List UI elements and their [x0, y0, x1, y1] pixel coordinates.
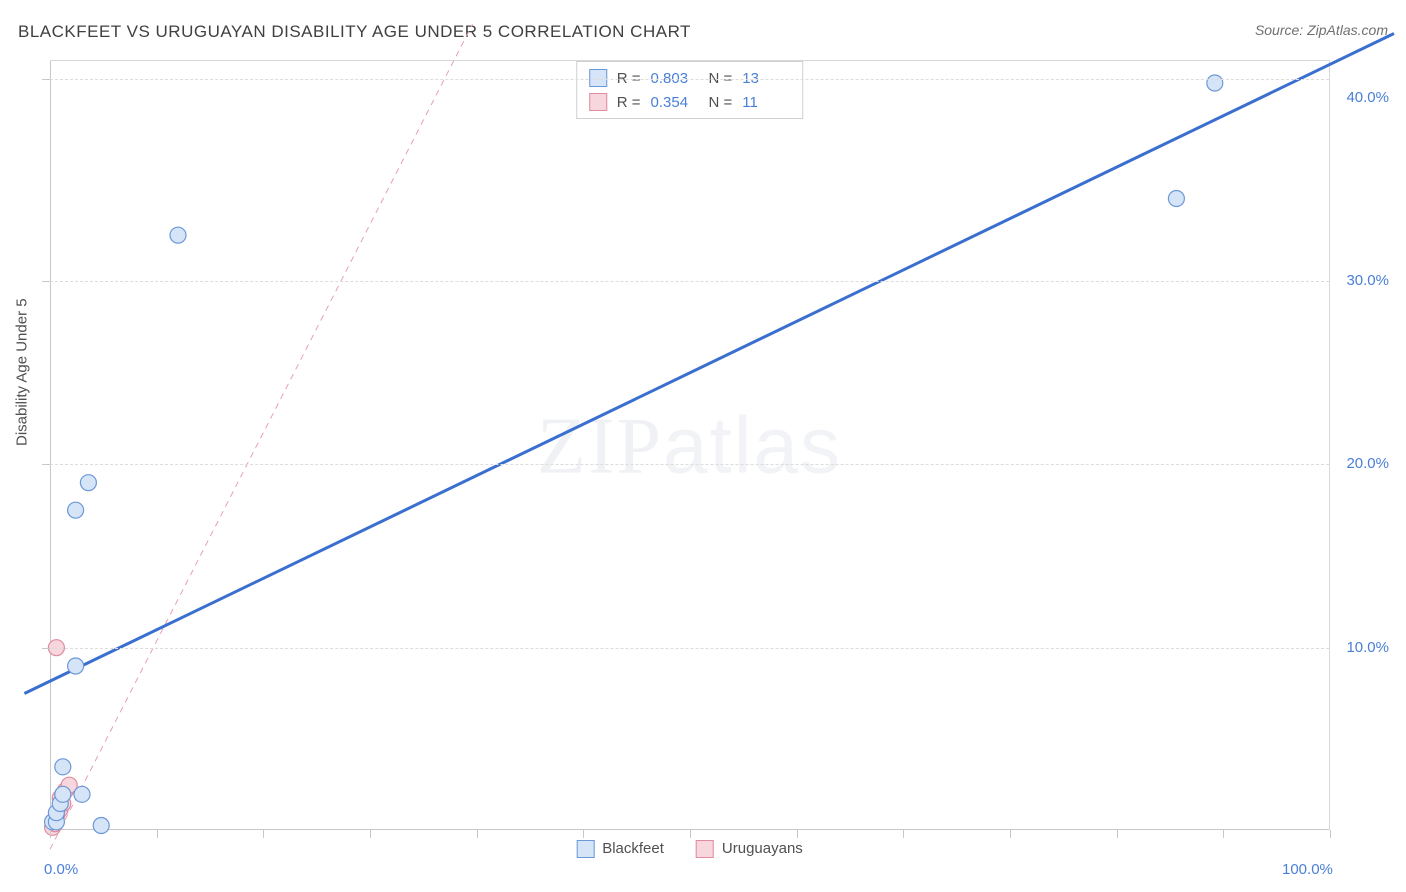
trend-line — [24, 34, 1394, 694]
source-attribution: Source: ZipAtlas.com — [1255, 22, 1388, 38]
data-point[interactable] — [170, 227, 186, 243]
page-title: BLACKFEET VS URUGUAYAN DISABILITY AGE UN… — [18, 22, 691, 42]
data-point[interactable] — [93, 818, 109, 834]
data-point[interactable] — [55, 786, 71, 802]
x-tick-label: 100.0% — [1282, 861, 1333, 878]
x-tick — [903, 830, 904, 838]
y-tick-label: 10.0% — [1346, 639, 1389, 656]
x-tick — [690, 830, 691, 838]
data-point[interactable] — [55, 759, 71, 775]
legend-n-value: 11 — [742, 94, 790, 111]
x-tick — [370, 830, 371, 838]
y-tick — [42, 79, 50, 80]
y-axis-title: Disability Age Under 5 — [14, 298, 31, 446]
correlation-legend: R = 0.803 N = 13 R = 0.354 N = 11 — [576, 61, 804, 119]
data-point[interactable] — [68, 658, 84, 674]
y-tick — [42, 464, 50, 465]
series-legend: Blackfeet Uruguayans — [576, 840, 803, 858]
legend-row: R = 0.354 N = 11 — [589, 90, 791, 114]
data-point[interactable] — [1168, 191, 1184, 207]
x-tick — [157, 830, 158, 838]
chart-plot-area: ZIPatlas R =0.803N =13R =0.354N =11 Blac… — [50, 60, 1330, 830]
legend-item: Blackfeet — [576, 840, 664, 858]
legend-swatch — [589, 69, 607, 87]
y-tick — [42, 281, 50, 282]
legend-item: Uruguayans — [696, 840, 803, 858]
legend-r-label: R = — [617, 94, 641, 111]
data-point[interactable] — [68, 502, 84, 518]
legend-r-label: R = — [617, 70, 641, 87]
data-point[interactable] — [1207, 75, 1223, 91]
legend-n-label: N = — [709, 94, 733, 111]
gridline-h — [50, 464, 1329, 465]
x-tick — [50, 830, 51, 838]
legend-swatch — [576, 840, 594, 858]
data-point[interactable] — [74, 786, 90, 802]
legend-n-label: N = — [709, 70, 733, 87]
y-tick — [42, 648, 50, 649]
x-tick — [797, 830, 798, 838]
x-tick — [583, 830, 584, 838]
legend-label: Blackfeet — [602, 840, 664, 857]
y-tick-label: 20.0% — [1346, 455, 1389, 472]
chart-svg — [50, 61, 1329, 830]
legend-swatch — [589, 93, 607, 111]
source-name: ZipAtlas.com — [1307, 22, 1388, 38]
x-tick — [1223, 830, 1224, 838]
x-tick — [1010, 830, 1011, 838]
trend-line — [50, 24, 472, 849]
legend-r-value: 0.803 — [651, 70, 699, 87]
legend-n-value: 13 — [742, 70, 790, 87]
source-prefix: Source: — [1255, 22, 1307, 38]
x-tick — [1330, 830, 1331, 838]
x-tick — [1117, 830, 1118, 838]
x-tick-label: 0.0% — [44, 861, 78, 878]
legend-row: R = 0.803 N = 13 — [589, 66, 791, 90]
legend-swatch — [696, 840, 714, 858]
x-tick — [477, 830, 478, 838]
gridline-h — [50, 648, 1329, 649]
x-tick — [263, 830, 264, 838]
y-tick-label: 30.0% — [1346, 272, 1389, 289]
gridline-h — [50, 79, 1329, 80]
legend-label: Uruguayans — [722, 840, 803, 857]
legend-r-value: 0.354 — [651, 94, 699, 111]
gridline-h — [50, 281, 1329, 282]
data-point[interactable] — [80, 475, 96, 491]
y-tick-label: 40.0% — [1346, 89, 1389, 106]
